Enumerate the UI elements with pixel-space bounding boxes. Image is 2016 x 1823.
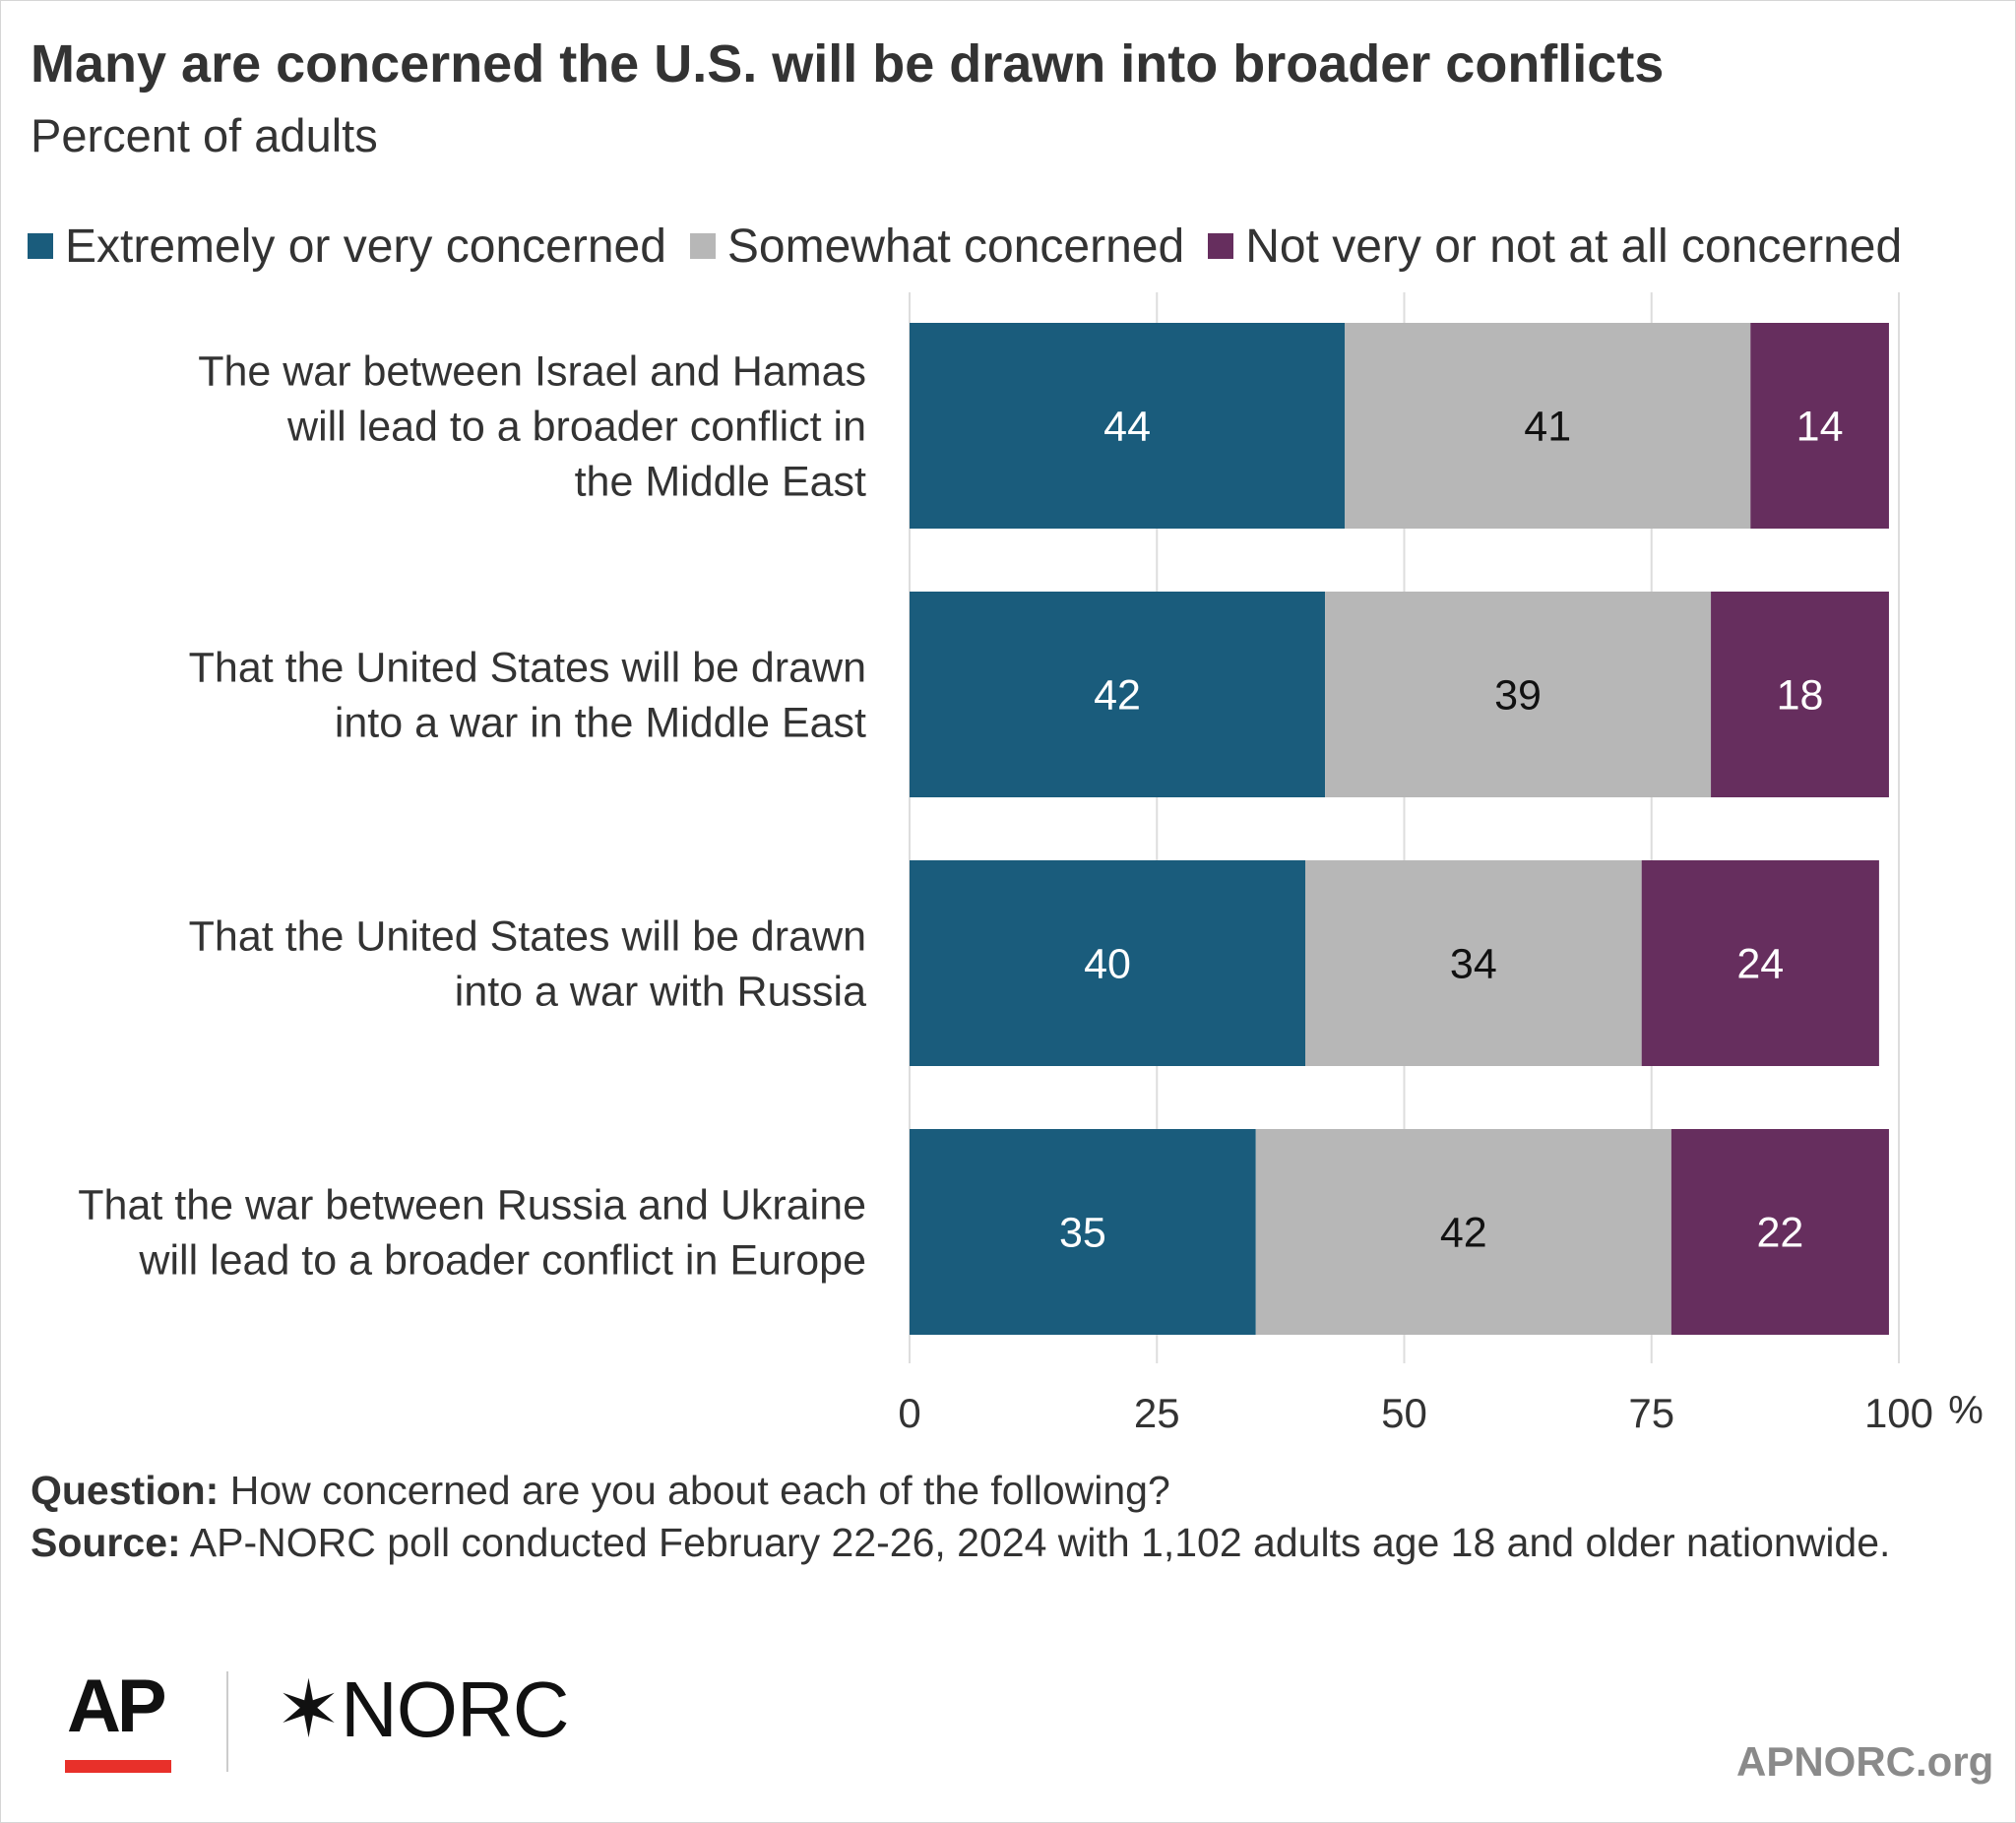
bar-value-label: 14 [1796,404,1844,451]
legend-item-not-concerned: Not very or not at all concerned [1208,220,1902,274]
bar-value-label: 22 [1756,1210,1803,1257]
legend-swatch [689,233,716,259]
category-label-line: The war between Israel and Hamas [198,348,866,396]
category-label: That the United States will be drawn into… [189,645,866,747]
site-url: APNORC.org [1736,1738,1994,1785]
bar-segment [1325,592,1712,797]
category-label-line: the Middle East [575,459,866,506]
bar-segment [910,592,1326,797]
bar-segment [1305,860,1642,1066]
legend-item-somewhat-concerned: Somewhat concerned [689,220,1185,274]
category-label: That the war between Russia and Ukraine w… [78,1182,866,1285]
x-tick-label: 75 [1628,1390,1674,1436]
ap-logo-underline [65,1760,171,1773]
category-label-line: will lead to a broader conflict in Europ… [138,1237,866,1285]
category-label: The war between Israel and Hamas will lea… [198,348,866,506]
chart-legend: Extremely or very concerned Somewhat con… [28,217,1925,276]
x-tick-label: 100 [1864,1390,1933,1436]
x-tick-label: 0 [898,1390,920,1436]
bar-value-label: 35 [1059,1210,1106,1257]
category-label-line: That the war between Russia and Ukraine [78,1182,866,1229]
bar-value-label: 18 [1777,672,1824,720]
category-label-line: into a war in the Middle East [335,700,866,747]
bar-value-label: 42 [1440,1210,1487,1257]
category-label: That the United States will be drawn into… [189,913,866,1016]
category-label-line: into a war with Russia [455,969,866,1016]
source-text: AP-NORC poll conducted February 22-26, 2… [189,1520,1891,1565]
bar-segment [910,1129,1256,1335]
norc-logo: ✶NORC [276,1664,570,1755]
legend-item-extremely-concerned: Extremely or very concerned [28,220,666,274]
question-text: How concerned are you about each of the … [229,1468,1170,1513]
legend-label: Extremely or very concerned [65,220,666,273]
bar-segment [1711,592,1889,797]
source-label: Source: [31,1520,181,1565]
bar-segment [910,860,1305,1066]
bar-value-label: 39 [1494,672,1542,720]
bar-value-label: 44 [1103,404,1151,451]
bar-segment [1255,1129,1671,1335]
x-tick-label: 25 [1134,1390,1180,1436]
category-label-line: That the United States will be drawn [189,645,866,692]
x-axis-unit: % [1948,1389,1984,1432]
bar-value-label: 24 [1736,941,1784,988]
norc-star-icon: ✶ [276,1666,342,1753]
legend-swatch [28,233,53,259]
bar-segment [1750,323,1889,529]
chart-subtitle: Percent of adults [31,109,378,161]
legend-label: Somewhat concerned [726,220,1185,273]
norc-logo-text: NORC [341,1666,570,1753]
ap-logo: AP [67,1665,167,1748]
x-tick-label: 50 [1381,1390,1427,1436]
stacked-bar-chart: 44 41 14 The war between Israel and Hamas wi… [78,292,1984,1436]
bar-value-label: 41 [1524,404,1571,451]
bar-value-label: 40 [1084,941,1131,988]
question-note: Question: How concerned are you about ea… [31,1465,1901,1517]
chart-title: Many are concerned the U.S. will be draw… [31,34,1665,94]
bar-value-label: 42 [1094,672,1141,720]
legend-label: Not very or not at all concerned [1245,220,1903,273]
bar-segment [1670,1129,1889,1335]
question-label: Question: [31,1468,220,1513]
logo-divider [226,1671,228,1772]
category-label-line: will lead to a broader conflict in [286,404,866,451]
bar-segment [1345,323,1751,529]
bar-segment [1641,860,1879,1066]
bar-segment [910,323,1346,529]
legend-swatch [1208,233,1234,259]
category-label-line: That the United States will be drawn [189,913,866,961]
source-note: Source: AP-NORC poll conducted February … [31,1517,1901,1569]
bar-value-label: 34 [1450,941,1497,988]
chart-footer: Question: How concerned are you about ea… [31,1465,1901,1569]
